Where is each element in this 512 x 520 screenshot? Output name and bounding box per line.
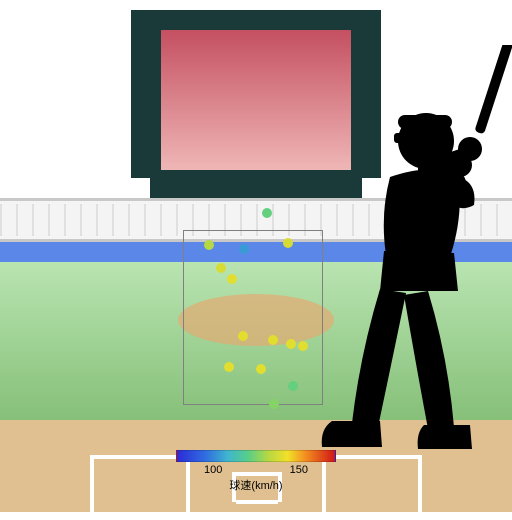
stand-column bbox=[0, 204, 2, 236]
pitch-marker bbox=[238, 331, 248, 341]
pitch-marker bbox=[298, 341, 308, 351]
pitch-marker bbox=[283, 238, 293, 248]
stand-column bbox=[112, 204, 114, 236]
pitch-marker bbox=[288, 381, 298, 391]
colorscale-legend: 100 150球速(km/h) bbox=[176, 450, 336, 493]
pitch-marker bbox=[216, 263, 226, 273]
pitch-marker bbox=[269, 399, 279, 409]
pitch-marker bbox=[286, 339, 296, 349]
stand-column bbox=[144, 204, 146, 236]
stand-column bbox=[80, 204, 82, 236]
pitch-marker bbox=[239, 244, 249, 254]
colorscale-tick: 100 bbox=[204, 464, 222, 476]
colorscale-ticks: 100 150 bbox=[176, 464, 336, 476]
batter-silhouette bbox=[320, 45, 512, 515]
strike-zone bbox=[183, 230, 323, 405]
stand-column bbox=[16, 204, 18, 236]
colorscale-label: 球速(km/h) bbox=[176, 477, 336, 493]
pitch-marker bbox=[227, 274, 237, 284]
pitch-marker bbox=[256, 364, 266, 374]
chalk-line bbox=[90, 455, 190, 459]
stand-column bbox=[48, 204, 50, 236]
pitch-marker bbox=[268, 335, 278, 345]
chalk-line bbox=[236, 500, 278, 504]
stand-column bbox=[96, 204, 98, 236]
colorscale-tick: 150 bbox=[290, 464, 308, 476]
stand-column bbox=[32, 204, 34, 236]
pitch-marker bbox=[262, 208, 272, 218]
stand-column bbox=[160, 204, 162, 236]
stand-column bbox=[128, 204, 130, 236]
chalk-line bbox=[90, 455, 94, 512]
stand-column bbox=[176, 204, 178, 236]
stand-column bbox=[64, 204, 66, 236]
colorscale-bar bbox=[176, 450, 336, 462]
pitch-marker bbox=[224, 362, 234, 372]
pitch-marker bbox=[204, 240, 214, 250]
